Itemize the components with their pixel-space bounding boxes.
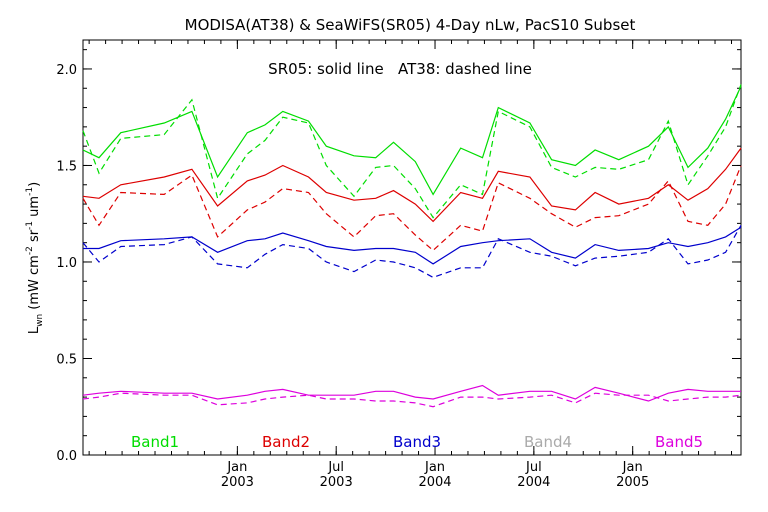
legend-band2: Band2 bbox=[262, 433, 310, 451]
x-tick-label-year: 2003 bbox=[320, 475, 353, 490]
legend-band3: Band3 bbox=[393, 433, 441, 451]
series-lines bbox=[82, 84, 742, 408]
x-tick-label-month: Jul bbox=[525, 460, 542, 475]
y-tick-label: 0.5 bbox=[56, 352, 77, 367]
line-style-note: SR05: solid line AT38: dashed line bbox=[268, 60, 532, 78]
x-tick-label-month: Jan bbox=[424, 460, 445, 475]
band2-solid-line bbox=[82, 147, 742, 223]
y-label-unit-d: ) bbox=[27, 182, 42, 187]
band1-solid-line bbox=[82, 86, 742, 196]
legend-band1: Band1 bbox=[131, 433, 179, 451]
y-label-exp-1: -2 bbox=[25, 246, 35, 255]
y-label-sub: wn bbox=[35, 314, 45, 327]
x-tick-label-month: Jan bbox=[226, 460, 247, 475]
band2-dashed-line bbox=[82, 165, 742, 252]
band3-dashed-line bbox=[82, 225, 742, 279]
x-tick-label-year: 2004 bbox=[517, 475, 550, 490]
y-tick-label: 0.0 bbox=[56, 449, 77, 464]
y-tick-label: 2.0 bbox=[56, 63, 77, 78]
x-tick-label-month: Jan bbox=[622, 460, 643, 475]
y-tick-label: 1.0 bbox=[56, 256, 77, 271]
x-tick-label-month: Jul bbox=[327, 460, 344, 475]
y-label-exp-2: -1 bbox=[25, 221, 35, 230]
legend-band5: Band5 bbox=[655, 433, 703, 451]
y-tick-label: 1.5 bbox=[56, 159, 77, 174]
plot-frame bbox=[82, 39, 742, 456]
band1-dashed-line bbox=[82, 84, 742, 219]
legend: Band1 Band2 Band3 Band4 Band5 bbox=[131, 433, 703, 451]
y-label-unit-c: um bbox=[27, 196, 42, 221]
legend-band4: Band4 bbox=[524, 433, 572, 451]
x-tick-label-year: 2003 bbox=[221, 475, 254, 490]
y-label-unit-a: (mW cm bbox=[27, 255, 42, 314]
y-label-main: L bbox=[27, 326, 42, 334]
y-axis-label: Lwn (mW cm-2 sr-1 um-1) bbox=[25, 182, 45, 334]
x-tick-label-year: 2005 bbox=[616, 475, 649, 490]
band5-dashed-line bbox=[82, 392, 742, 408]
plot-area bbox=[82, 39, 742, 456]
band5-solid-line bbox=[82, 384, 741, 402]
x-tick-label-year: 2004 bbox=[418, 475, 451, 490]
band3-solid-line bbox=[83, 226, 742, 265]
y-axis: 0.0 0.5 1.0 1.5 2.0 bbox=[56, 63, 741, 464]
chart-title: MODISA(AT38) & SeaWiFS(SR05) 4-Day nLw, … bbox=[185, 16, 636, 34]
y-label-unit-b: sr bbox=[27, 229, 42, 246]
y-label-exp-3: -1 bbox=[25, 187, 35, 196]
